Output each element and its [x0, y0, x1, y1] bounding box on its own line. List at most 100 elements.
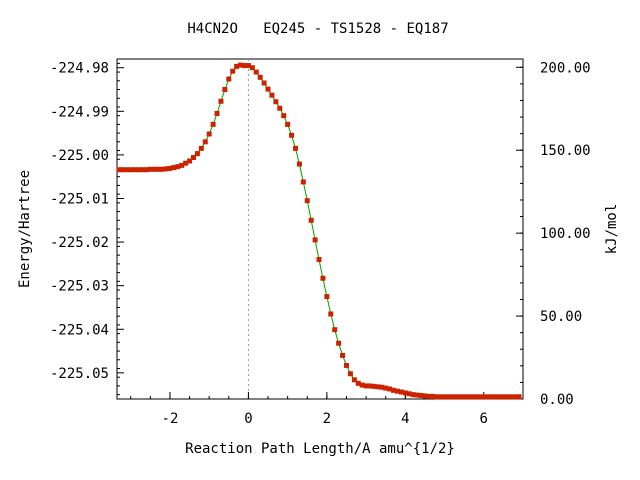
data-point — [285, 121, 291, 127]
data-point — [253, 69, 259, 75]
chart-title: H4CN2O EQ245 - TS1528 - EQ187 — [187, 21, 448, 37]
data-point — [473, 394, 479, 400]
data-point — [379, 384, 385, 390]
data-point — [194, 151, 200, 157]
data-point — [367, 383, 373, 389]
data-point — [159, 166, 165, 172]
data-point — [230, 68, 236, 74]
data-point — [277, 105, 283, 111]
data-point — [391, 387, 397, 393]
x-tick-label: 6 — [480, 411, 488, 427]
data-point — [496, 394, 502, 400]
data-point — [340, 352, 346, 358]
data-point — [120, 167, 126, 173]
data-point — [155, 166, 161, 172]
data-point — [147, 166, 153, 172]
data-point — [265, 86, 271, 92]
x-tick-label: 2 — [323, 411, 331, 427]
data-point — [512, 394, 518, 400]
data-point — [414, 392, 420, 398]
data-point — [300, 179, 306, 185]
data-point — [516, 394, 522, 400]
data-point — [418, 393, 424, 399]
y-tick-label: -225.01 — [50, 191, 109, 207]
data-point — [261, 80, 267, 86]
data-point — [132, 167, 138, 173]
y-tick-label: -225.00 — [50, 148, 109, 164]
data-point — [383, 385, 389, 391]
y-tick-label: -225.05 — [50, 366, 109, 382]
data-point — [485, 394, 491, 400]
data-point — [214, 110, 220, 116]
data-point — [445, 394, 451, 400]
data-point — [308, 217, 314, 223]
data-point — [422, 393, 428, 399]
data-point — [508, 394, 514, 400]
data-point — [175, 164, 181, 170]
plot-frame — [116, 58, 524, 400]
data-point — [139, 167, 145, 173]
data-point — [281, 113, 287, 119]
x-axis: -2 0 2 4 6 — [130, 392, 524, 427]
data-point — [328, 311, 334, 317]
data-point — [359, 382, 365, 388]
data-point — [210, 121, 216, 127]
data-point — [430, 393, 436, 399]
data-point — [183, 160, 189, 166]
data-point — [151, 166, 157, 172]
data-point — [222, 87, 228, 93]
data-point — [245, 63, 251, 69]
y-tick-label: -224.99 — [50, 104, 109, 120]
x-axis-label: Reaction Path Length/A amu^{1/2} — [185, 441, 455, 457]
x-tick-label: 4 — [401, 411, 409, 427]
data-point — [116, 167, 122, 173]
data-point — [316, 257, 322, 263]
data-point — [202, 139, 208, 145]
data-point — [257, 74, 263, 80]
data-point — [171, 165, 177, 171]
data-point — [394, 388, 400, 394]
data-point — [143, 167, 149, 173]
data-point — [469, 394, 475, 400]
data-point — [442, 394, 448, 400]
data-point — [398, 389, 404, 395]
y-axis-label: Energy/Hartree — [17, 170, 33, 288]
y2-tick-label: 50.00 — [540, 309, 582, 325]
data-point — [375, 384, 381, 390]
y2-tick-label: 200.00 — [540, 60, 591, 76]
data-point — [238, 62, 244, 68]
series-marker-group — [116, 62, 522, 400]
data-point — [387, 386, 393, 392]
y2-tick-label: 100.00 — [540, 226, 591, 242]
x-tick-label: 0 — [244, 411, 252, 427]
y-axis-right: 200.00 150.00 100.00 50.00 0.00 — [516, 60, 591, 408]
y2-tick-label: 0.00 — [540, 392, 574, 408]
y2-axis-label: kJ/mol — [604, 204, 620, 255]
data-point — [179, 162, 185, 168]
data-point — [187, 158, 193, 164]
data-point — [190, 155, 196, 161]
data-point — [324, 294, 330, 300]
data-point — [304, 198, 310, 204]
y-axis-left: -224.98 -224.99 -225.00 -225.01 -225.02 -225.… — [50, 61, 124, 396]
data-point — [273, 99, 279, 105]
data-point — [226, 76, 232, 82]
x-tick-label: -2 — [162, 411, 179, 427]
data-point — [128, 167, 134, 173]
data-point — [489, 394, 495, 400]
data-point — [477, 394, 483, 400]
data-point — [312, 237, 318, 243]
data-point — [167, 165, 173, 171]
data-point — [426, 393, 432, 399]
data-point — [406, 391, 412, 397]
series-line — [119, 64, 520, 398]
data-point — [438, 394, 444, 400]
data-point — [234, 63, 240, 69]
data-point — [347, 371, 353, 377]
data-point — [292, 145, 298, 151]
data-point — [371, 383, 377, 389]
data-point — [336, 340, 342, 346]
data-point — [206, 131, 212, 137]
data-point — [296, 161, 302, 167]
